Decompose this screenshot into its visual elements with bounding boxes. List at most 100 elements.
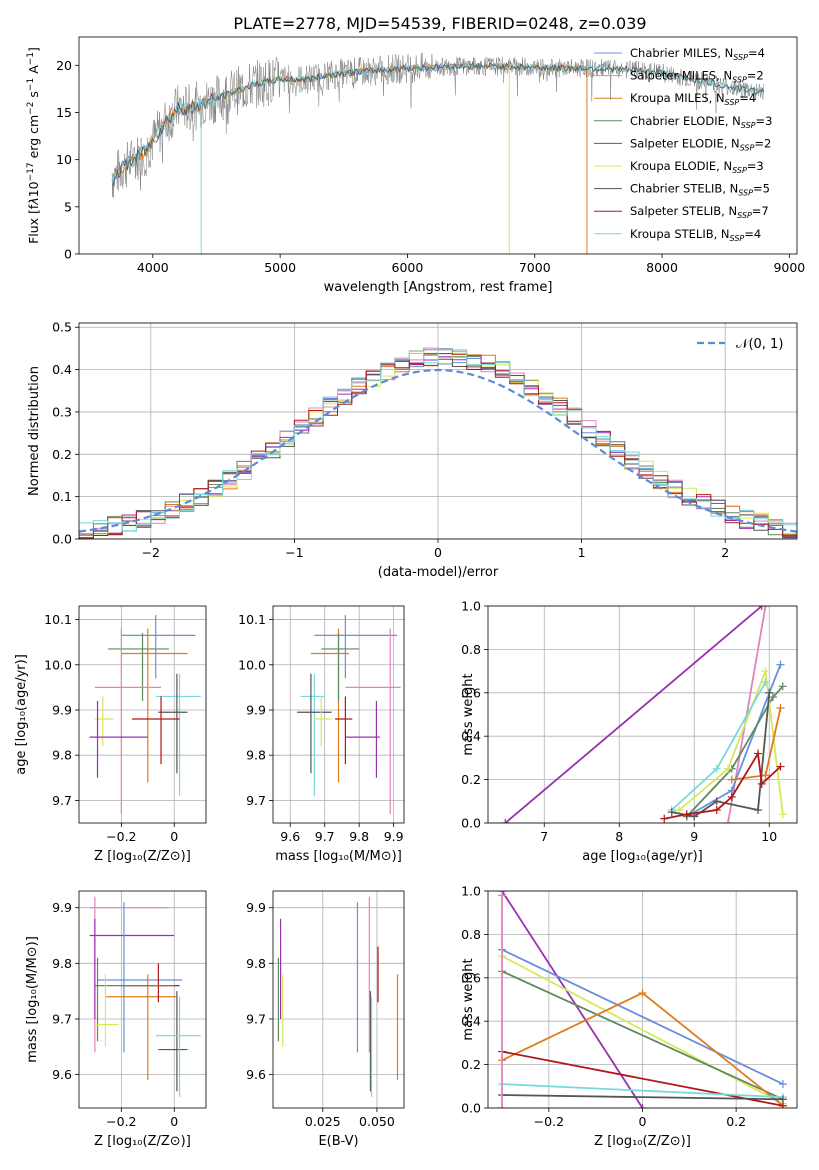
y-tick-label: 0.2: [52, 447, 72, 462]
y-tick-label: 0.8: [461, 927, 481, 942]
y-tick-label: 0.0: [52, 532, 72, 547]
x-axis-label: Z [log₁₀(Z/Z⊙)]: [594, 1134, 691, 1149]
errorbar-point: [121, 628, 188, 783]
x-tick-label: 8: [615, 829, 623, 844]
weight-vs-Z-axes: −0.2 0 0.2 0.0 0.2 0.4 0.6 0.8 1.0 Z [log₁₀(Z/Z⊙)…: [461, 884, 798, 1149]
y-tick-label: 0.8: [461, 642, 481, 657]
errorbar-point: [94, 628, 162, 814]
y-tick-label: 9.6: [52, 1067, 72, 1082]
x-tick-label: 7000: [519, 260, 551, 275]
y-tick-label: 0: [64, 247, 72, 262]
y-tick-label: 9.8: [246, 748, 266, 763]
legend-entry: Salpeter MILES, NSSP=2: [630, 69, 764, 85]
errorbar-point: [314, 696, 332, 747]
y-tick-label: 10.0: [238, 657, 266, 672]
mass-weight-marker: [778, 1080, 787, 1089]
mass-vs-ebv-axes: 0.025 0.050 9.6 9.7 9.8 9.9 E(B-V): [246, 890, 405, 1149]
mass-weight-marker: [761, 771, 770, 780]
age-vs-Z-axes: −0.2 0 9.7 9.8 9.9 10.0 10.1 Z [log₁₀(Z/Z⊙)] age…: [14, 605, 207, 864]
errorbar-point: [345, 700, 380, 778]
y-tick-label: 0.6: [461, 685, 481, 700]
mass-weight-marker: [712, 797, 721, 806]
legend-entry: Kroupa ELODIE, NSSP=3: [630, 159, 764, 175]
mass-weight-line: [686, 685, 784, 818]
x-tick-label: 9000: [773, 260, 805, 275]
y-tick-label: 10.0: [44, 657, 72, 672]
spectrum-legend: Chabrier MILES, NSSP=4 Salpeter MILES, NS…: [594, 46, 772, 243]
mass-weight-marker: [498, 891, 507, 900]
mass-weight-marker: [754, 805, 762, 814]
mass-weight-marker: [776, 762, 785, 771]
mass-weight-marker: [757, 779, 766, 788]
mass-weight-marker: [769, 693, 777, 702]
mass-weight-marker: [638, 1104, 647, 1108]
mass-weight-marker: [727, 792, 736, 801]
errorbar-point: [345, 628, 401, 814]
mass-weight-line: [501, 891, 644, 1108]
mass-weight-marker: [724, 764, 732, 773]
x-tick-label: 8000: [646, 260, 678, 275]
x-tick-label: −0.2: [106, 829, 136, 844]
y-tick-label: 0.4: [461, 1014, 481, 1029]
mass-weight-line: [501, 970, 784, 1101]
y-tick-label: 1.0: [461, 884, 481, 899]
mass-weight-line: [504, 606, 763, 823]
errorbar-point: [155, 996, 201, 1097]
errorbar-point: [155, 673, 201, 796]
residuals-plot-area: [79, 347, 797, 539]
mass-vs-ebv-plot-area: [277, 896, 399, 1097]
y-tick-label: 15: [56, 105, 72, 120]
spectrum-axes: 4000 5000 6000 7000 8000 9000 0 5 10 15 20 waveleng…: [26, 36, 805, 295]
y-axis-label: Flux [fλ10−17 erg cm−2 s−1 A−1]: [26, 47, 41, 244]
mass-weight-line: [501, 955, 784, 1105]
x-tick-label: 0: [170, 1114, 178, 1129]
y-tick-label: 0.2: [461, 1057, 481, 1072]
y-tick-label: 9.9: [52, 702, 72, 717]
model-spectrum: [111, 62, 588, 181]
y-axis-label: mass weight: [461, 958, 476, 1040]
x-tick-label: 7: [540, 829, 548, 844]
mass-weight-marker: [660, 814, 669, 823]
y-tick-label: 9.7: [52, 1011, 72, 1026]
y-tick-label: 9.8: [52, 748, 72, 763]
x-tick-label: 9.9: [384, 829, 404, 844]
y-tick-label: 0.1: [52, 489, 72, 504]
y-tick-label: 0.0: [461, 1101, 481, 1116]
mass-weight-marker: [765, 688, 774, 697]
weight-vs-Z-plot-area: [498, 891, 787, 1108]
y-axis-label: Normed distribution: [27, 366, 42, 496]
mass-weight-marker: [498, 1104, 507, 1108]
x-tick-label: 0: [639, 1114, 647, 1129]
errorbar-point: [321, 633, 360, 701]
x-tick-label: 9: [690, 829, 698, 844]
axes-frame: [78, 322, 798, 540]
x-axis-label: Z [log₁₀(Z/Z⊙)]: [94, 849, 191, 864]
mass-vs-Z-plot-area: [89, 896, 201, 1097]
errorbar-point: [89, 918, 175, 1019]
mass-weight-marker: [757, 606, 766, 610]
errorbar-point: [158, 991, 188, 1092]
legend-entry: Kroupa STELIB, NSSP=4: [630, 227, 761, 243]
x-tick-label: 2: [721, 545, 729, 560]
x-tick-label: 9.6: [280, 829, 300, 844]
x-tick-label: 10: [761, 829, 777, 844]
x-tick-label: 6000: [392, 260, 424, 275]
mass-weight-marker: [501, 819, 510, 823]
x-tick-label: −0.2: [534, 1114, 564, 1129]
x-tick-label: 0: [170, 829, 178, 844]
x-axis-label: wavelength [Angstrom, rest frame]: [324, 280, 553, 295]
legend-entry: Chabrier STELIB, NSSP=5: [630, 182, 770, 198]
weight-vs-age-plot-area: [501, 606, 787, 823]
mass-weight-line: [501, 1094, 784, 1101]
x-tick-label: 0: [434, 545, 442, 560]
age-vs-mass-axes: 9.6 9.7 9.8 9.9 9.7 9.8 9.9 10.0 10.1 mass [log₁₀…: [238, 605, 405, 864]
y-tick-label: 5: [64, 199, 72, 214]
legend-entry: Kroupa MILES, NSSP=4: [630, 91, 756, 107]
y-tick-label: 0.3: [52, 404, 72, 419]
y-tick-label: 20: [56, 58, 72, 73]
x-tick-label: 9.8: [349, 829, 369, 844]
y-tick-label: 0.4: [52, 362, 72, 377]
errorbar-point: [297, 673, 332, 774]
mass-weight-marker: [754, 749, 762, 758]
